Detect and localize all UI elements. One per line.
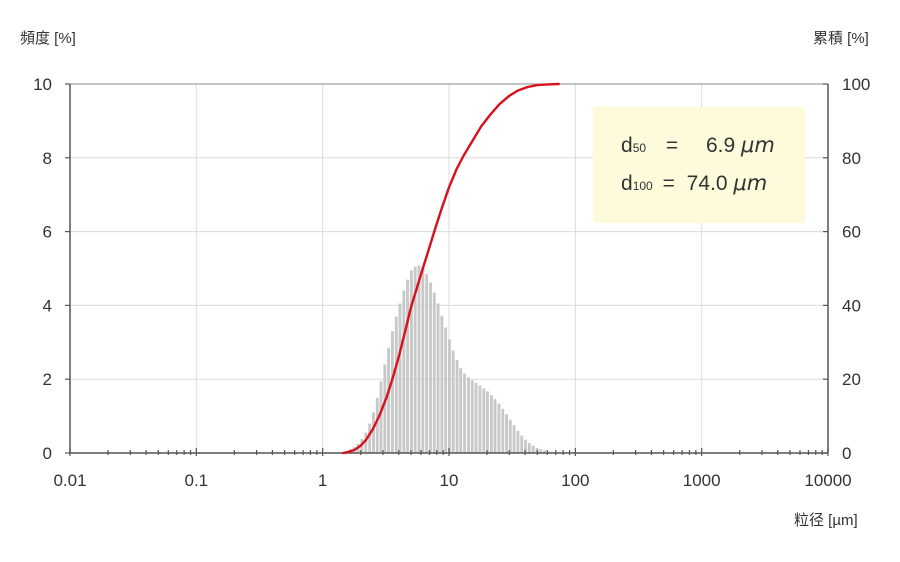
y-right-tick-label-5: 100 xyxy=(842,75,870,94)
frequency-bar-27 xyxy=(444,327,448,453)
frequency-bar-14 xyxy=(394,316,398,453)
frequency-bar-24 xyxy=(432,292,436,453)
x-tick-label-5: 1000 xyxy=(683,471,721,490)
frequency-bar-46 xyxy=(516,430,520,453)
y-right-tick-label-1: 20 xyxy=(842,370,861,389)
frequency-bar-33 xyxy=(467,377,470,453)
frequency-bar-15 xyxy=(398,303,402,453)
frequency-bar-9 xyxy=(375,397,379,453)
frequency-bar-32 xyxy=(463,373,466,453)
frequency-bar-12 xyxy=(387,347,390,453)
y-left-tick-label-0: 0 xyxy=(43,444,52,463)
frequency-bar-44 xyxy=(508,419,512,453)
x-tick-label-6: 10000 xyxy=(804,471,851,490)
y-right-tick-label-4: 80 xyxy=(842,149,861,168)
annotation-box: d50 = 6.9 μm d100 = 74.0 μm xyxy=(593,107,805,223)
x-tick-label-1: 0.1 xyxy=(185,471,209,490)
frequency-bar-50 xyxy=(531,445,535,453)
frequency-bar-20 xyxy=(417,265,421,453)
frequency-bar-6 xyxy=(364,432,368,453)
y-left-tick-label-3: 6 xyxy=(43,223,52,242)
frequency-bar-38 xyxy=(486,391,489,453)
frequency-bar-48 xyxy=(524,439,527,453)
frequency-bar-29 xyxy=(451,350,455,453)
frequency-bar-13 xyxy=(390,331,394,453)
annotation-d50-eq: = xyxy=(665,134,679,157)
annotation-d50-sub: 50 xyxy=(632,141,647,155)
frequency-bar-49 xyxy=(527,443,531,453)
annotation-d100-sub: 100 xyxy=(632,179,653,193)
frequency-bar-36 xyxy=(478,385,482,453)
frequency-bar-18 xyxy=(409,270,413,453)
frequency-bar-21 xyxy=(421,268,425,453)
frequency-bar-42 xyxy=(501,408,505,453)
frequency-bar-17 xyxy=(406,279,410,453)
annotation-d100: d100 = 74.0 μm xyxy=(621,171,767,196)
frequency-bar-30 xyxy=(455,360,459,453)
annotation-d50: d50 = 6.9 μm xyxy=(621,133,775,158)
annotation-d50-value: 6.9 xyxy=(706,134,736,157)
frequency-bar-41 xyxy=(497,403,501,453)
frequency-bar-53 xyxy=(543,450,547,453)
frequency-bar-10 xyxy=(379,381,383,453)
y-right-tick-label-2: 40 xyxy=(842,296,861,315)
annotation-d50-label: d xyxy=(621,134,633,157)
frequency-bar-28 xyxy=(448,339,451,453)
y-left-tick-label-5: 10 xyxy=(33,75,52,94)
y-right-tick-label-0: 0 xyxy=(842,444,851,463)
y-left-tick-label-1: 2 xyxy=(43,370,52,389)
frequency-bar-47 xyxy=(520,435,524,453)
frequency-bar-45 xyxy=(512,425,516,453)
frequency-bar-39 xyxy=(489,395,493,453)
x-tick-label-4: 100 xyxy=(561,471,589,490)
frequency-bar-37 xyxy=(482,388,486,453)
frequency-bar-19 xyxy=(413,266,417,453)
frequency-bar-7 xyxy=(368,423,372,453)
x-tick-label-3: 10 xyxy=(440,471,459,490)
frequency-bar-35 xyxy=(474,382,478,453)
frequency-bar-8 xyxy=(372,412,375,453)
x-tick-label-2: 1 xyxy=(318,471,327,490)
y-right-axis-label: 累積 [%] xyxy=(813,30,869,47)
annotation-d50-unit: μm xyxy=(741,133,775,157)
y-left-tick-label-4: 8 xyxy=(43,149,52,168)
cumulative-curve xyxy=(341,82,560,455)
frequency-bar-23 xyxy=(429,282,432,453)
x-tick-label-0: 0.01 xyxy=(53,471,86,490)
y-right-tick-label-3: 60 xyxy=(842,223,861,242)
frequency-bar-16 xyxy=(402,290,406,453)
frequency-bar-52 xyxy=(539,449,543,453)
frequency-bar-34 xyxy=(470,380,474,453)
annotation-d100-unit: μm xyxy=(733,171,768,195)
annotation-d100-label: d xyxy=(621,172,633,195)
annotation-d100-eq: = xyxy=(662,172,675,195)
frequency-bar-11 xyxy=(383,364,387,453)
y-left-tick-label-2: 4 xyxy=(43,296,52,315)
x-axis-label: 粒径 [µm] xyxy=(794,512,858,529)
y-left-axis-label: 頻度 [%] xyxy=(20,30,76,47)
frequency-bar-43 xyxy=(505,414,508,453)
frequency-bar-22 xyxy=(425,274,429,453)
frequency-bar-40 xyxy=(493,399,497,453)
annotation-d100-value: 74.0 xyxy=(686,172,728,195)
frequency-bar-26 xyxy=(440,315,444,453)
frequency-bar-31 xyxy=(459,368,463,453)
frequency-bar-25 xyxy=(436,303,440,453)
